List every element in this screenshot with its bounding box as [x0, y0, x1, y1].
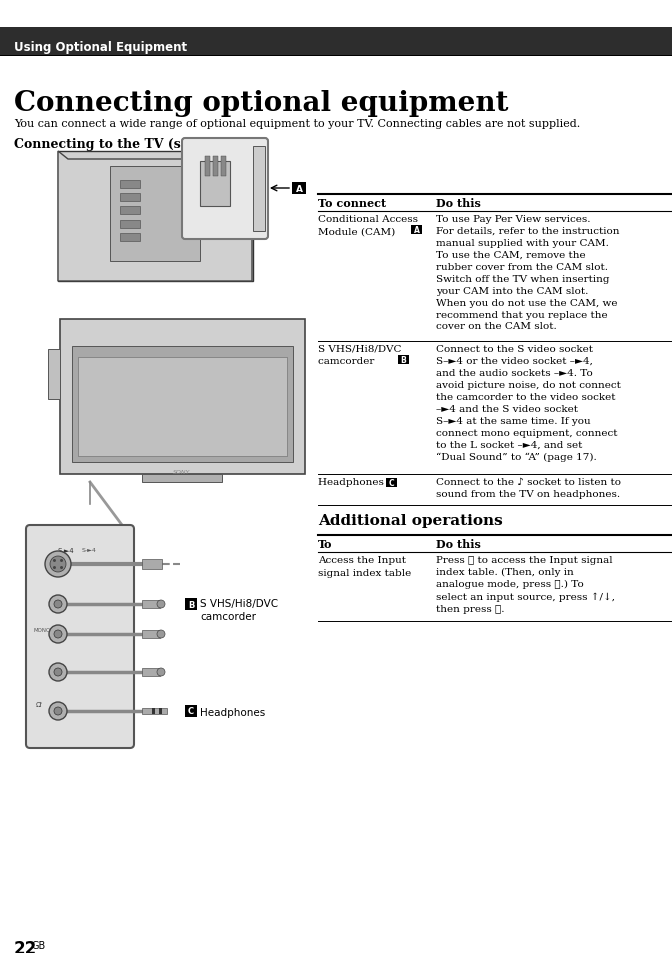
Bar	[152, 708, 155, 714]
Text: A: A	[413, 226, 419, 234]
Text: B: B	[401, 355, 407, 365]
Text: S VHS/Hi8/DVC
camcorder: S VHS/Hi8/DVC camcorder	[318, 345, 401, 366]
Circle shape	[50, 557, 66, 573]
Bar	[253, 147, 265, 232]
Bar	[142, 630, 160, 639]
Bar	[292, 183, 306, 194]
Text: Conditional Access
Module (CAM): Conditional Access Module (CAM)	[318, 214, 418, 236]
Polygon shape	[58, 152, 252, 282]
Bar	[0, 28, 672, 56]
Bar	[185, 705, 197, 718]
Circle shape	[49, 596, 67, 614]
Text: 22: 22	[14, 939, 37, 953]
Bar	[213, 157, 218, 177]
Text: Access the Input
signal index table: Access the Input signal index table	[318, 556, 411, 577]
Text: C: C	[188, 707, 194, 716]
Bar	[142, 668, 160, 677]
Text: Connecting optional equipment: Connecting optional equipment	[14, 90, 509, 117]
Circle shape	[53, 559, 56, 562]
Circle shape	[54, 630, 62, 639]
Circle shape	[49, 625, 67, 643]
Bar	[120, 207, 140, 214]
Bar	[78, 357, 287, 456]
Bar	[205, 157, 210, 177]
Bar	[72, 347, 293, 462]
Bar	[120, 233, 140, 242]
Bar	[120, 181, 140, 189]
FancyBboxPatch shape	[26, 525, 134, 748]
Text: To: To	[318, 538, 333, 550]
Bar	[142, 708, 167, 714]
Text: Using Optional Equipment: Using Optional Equipment	[14, 40, 187, 53]
Text: MONO: MONO	[33, 627, 50, 633]
Circle shape	[49, 663, 67, 681]
Bar	[221, 157, 226, 177]
Text: To use Pay Per View services.
For details, refer to the instruction
manual suppl: To use Pay Per View services. For detail…	[436, 214, 620, 331]
Bar	[159, 708, 162, 714]
Text: camcorder: camcorder	[200, 612, 256, 621]
FancyBboxPatch shape	[182, 139, 268, 240]
Circle shape	[54, 668, 62, 677]
Text: S-►4: S-►4	[82, 547, 97, 553]
Circle shape	[60, 559, 63, 562]
Text: Do this: Do this	[436, 198, 481, 209]
Bar	[0, 56, 672, 57]
Text: You can connect a wide range of optional equipment to your TV. Connecting cables: You can connect a wide range of optional…	[14, 119, 580, 129]
Bar	[142, 559, 162, 569]
Bar	[386, 478, 397, 488]
Bar	[142, 475, 222, 482]
Text: Connect to the ♪ socket to listen to
sound from the TV on headphones.: Connect to the ♪ socket to listen to sou…	[436, 477, 621, 498]
Text: B: B	[187, 599, 194, 609]
Text: SONY: SONY	[173, 470, 191, 475]
Text: Connecting to the TV (side): Connecting to the TV (side)	[14, 138, 208, 151]
Circle shape	[157, 600, 165, 608]
Text: S VHS/Hi8/DVC: S VHS/Hi8/DVC	[200, 598, 278, 608]
Text: Press ⓐ to access the Input signal
index table. (Then, only in
analogue mode, pr: Press ⓐ to access the Input signal index…	[436, 556, 615, 613]
Text: S-►4: S-►4	[58, 547, 75, 554]
Circle shape	[54, 707, 62, 716]
Circle shape	[53, 566, 56, 570]
Bar	[120, 193, 140, 202]
Text: Headphones: Headphones	[318, 477, 387, 486]
Bar	[185, 598, 197, 610]
Text: Ω: Ω	[36, 701, 41, 707]
Text: ♪: ♪	[38, 701, 42, 707]
Circle shape	[60, 566, 63, 570]
Bar	[411, 226, 422, 234]
Text: C: C	[388, 478, 394, 488]
Bar	[398, 355, 409, 365]
Text: GB: GB	[32, 940, 46, 950]
Text: Headphones: Headphones	[200, 707, 265, 718]
Bar	[200, 162, 230, 207]
Bar	[110, 167, 200, 262]
Text: Additional operations: Additional operations	[318, 514, 503, 527]
Bar	[120, 221, 140, 229]
Bar	[60, 319, 305, 475]
Bar	[58, 152, 253, 282]
Circle shape	[157, 630, 165, 639]
Text: A: A	[296, 184, 302, 193]
Bar	[48, 350, 60, 399]
Text: Do this: Do this	[436, 538, 481, 550]
Circle shape	[49, 702, 67, 720]
Bar	[142, 600, 160, 608]
Circle shape	[54, 600, 62, 608]
Circle shape	[157, 668, 165, 677]
Text: To connect: To connect	[318, 198, 386, 209]
Text: Connect to the S video socket
S–►4 or the video socket –►4,
and the audio socket: Connect to the S video socket S–►4 or th…	[436, 345, 621, 461]
Circle shape	[45, 552, 71, 578]
